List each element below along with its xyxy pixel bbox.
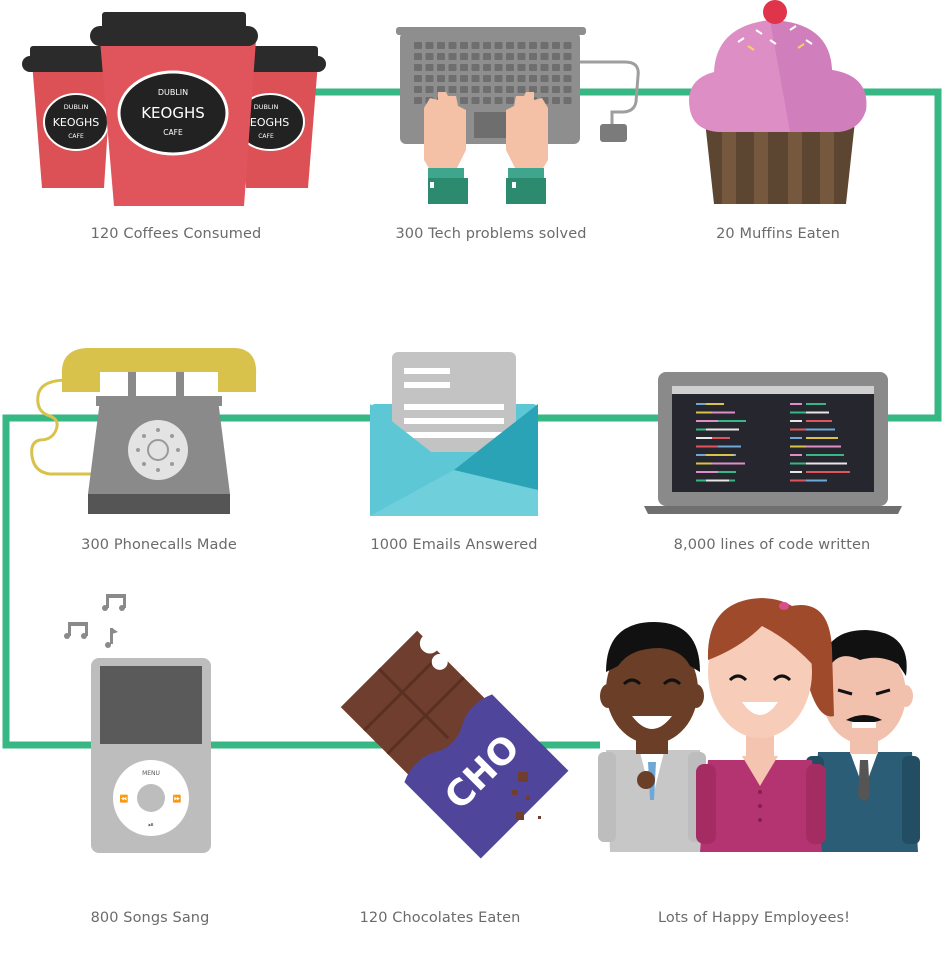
laptop-typing-icon (396, 27, 640, 204)
caption-code: 8,000 lines of code written (673, 537, 871, 553)
cup-label-name: KEOGHS (141, 104, 205, 122)
happy-employees-icon (598, 598, 920, 852)
cup-label-bottom: CAFE (163, 128, 183, 137)
cup-label-top: DUBLIN (254, 103, 279, 111)
cup-label-top: DUBLIN (64, 103, 89, 111)
svg-text:⏩: ⏩ (173, 794, 182, 803)
caption-emails: 1000 Emails Answered (370, 537, 538, 553)
cupcake-icon (689, 0, 867, 204)
coffee-cups-icon: DUBLIN KEOGHS CAFE DUBLIN KEOGHS CAFE DU… (22, 12, 326, 206)
caption-tech: 300 Tech problems solved (395, 226, 587, 242)
caption-employees: Lots of Happy Employees! (657, 910, 851, 926)
caption-coffee: 120 Coffees Consumed (90, 226, 262, 242)
envelope-icon (370, 352, 538, 516)
cup-label-bottom: CAFE (68, 133, 84, 140)
svg-text:⏪: ⏪ (120, 794, 129, 803)
chocolate-bar-icon: CHO (340, 630, 569, 859)
ipod-menu-label: MENU (142, 770, 160, 777)
cup-label-name: KEOGHS (243, 116, 290, 129)
music-player-icon: MENU ⏪ ⏩ ⏯ (64, 594, 211, 853)
svg-text:⏯: ⏯ (148, 821, 154, 829)
cup-label-top: DUBLIN (158, 88, 188, 97)
code-laptop-icon (644, 372, 902, 514)
caption-phone: 300 Phonecalls Made (81, 537, 237, 553)
cup-label-bottom: CAFE (258, 133, 274, 140)
cup-label-name: KEOGHS (53, 116, 100, 129)
caption-muffins: 20 Muffins Eaten (716, 226, 840, 242)
caption-songs: 800 Songs Sang (90, 910, 210, 926)
telephone-icon (30, 348, 257, 514)
caption-chocolate: 120 Chocolates Eaten (359, 910, 521, 926)
